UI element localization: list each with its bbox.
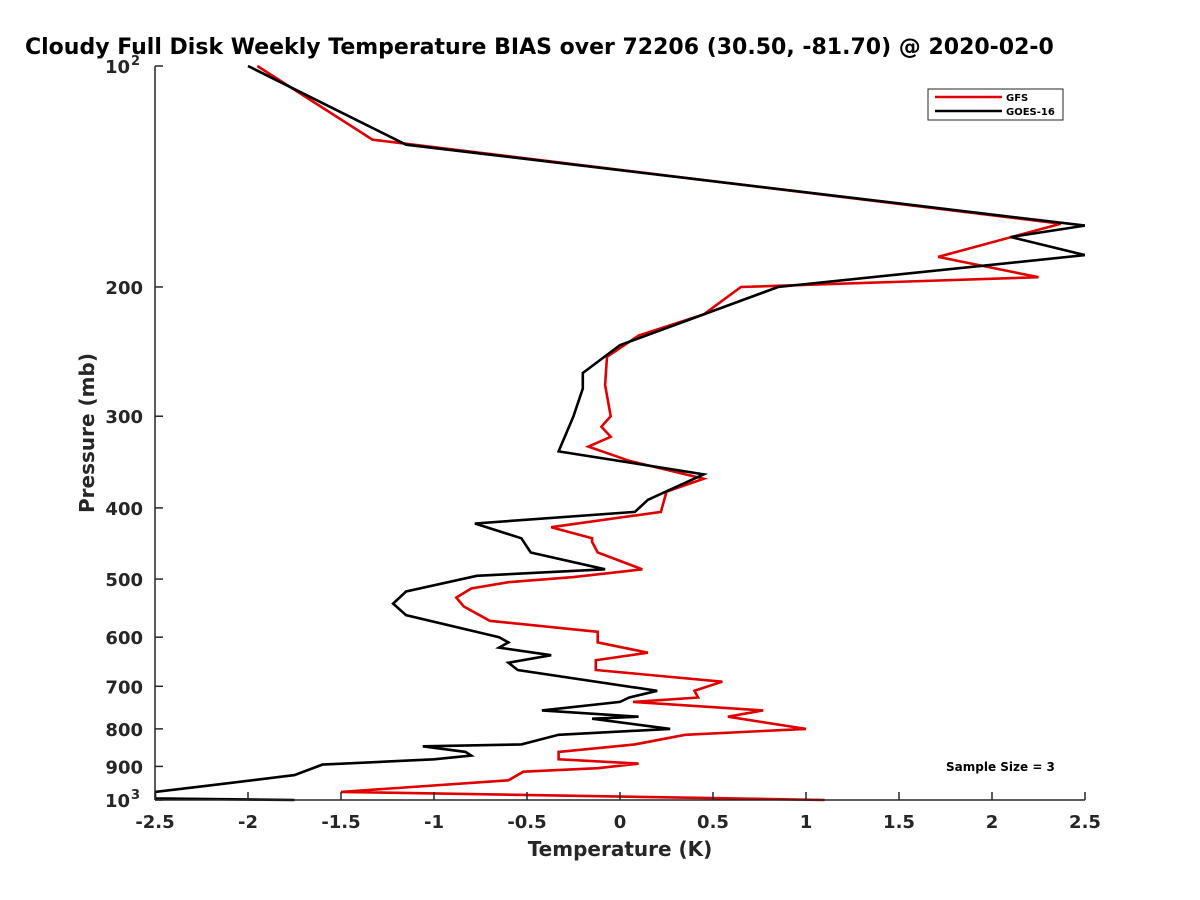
y-tick-label: 10 [105, 791, 130, 812]
x-axis: -2.5 -2 -1.5 -1 -0.5 0 0.5 1 1.5 2 2.5 [135, 792, 1101, 833]
x-tick-label: -1 [424, 812, 444, 833]
x-tick-label: 0.5 [697, 812, 729, 833]
x-tick-label: 1 [800, 812, 813, 833]
y-axis-label: Pressure (mb) [75, 353, 99, 513]
legend: GFS GOES-16 [927, 88, 1064, 121]
y-tick-label: 400 [105, 499, 143, 520]
chart-title: Cloudy Full Disk Weekly Temperature BIAS… [25, 35, 1054, 60]
x-tick-label: 1.5 [883, 812, 915, 833]
y-tick-label: 700 [105, 677, 143, 698]
y-tick-label: 200 [105, 278, 143, 299]
y-tick-label: 600 [105, 628, 143, 649]
x-tick-label: -0.5 [507, 812, 546, 833]
x-tick-label: -1.5 [321, 812, 360, 833]
legend-box [927, 88, 1064, 121]
y-tick-label: 10 [105, 57, 130, 78]
series-line-gfs [256, 64, 1062, 802]
x-axis-label: Temperature (K) [528, 837, 713, 861]
x-tick-label: 0 [614, 812, 627, 833]
y-tick-label: 900 [105, 757, 143, 778]
y-tick-label: 500 [105, 570, 143, 591]
x-tick-label: -2 [238, 812, 258, 833]
x-tick-label: 2.5 [1069, 812, 1101, 833]
y-tick-label: 800 [105, 720, 143, 741]
sample-size-annotation: Sample Size = 3 [946, 760, 1055, 774]
x-tick-label: -2.5 [135, 812, 174, 833]
series-line-goes-16 [155, 64, 1085, 802]
y-tick-label: 300 [105, 407, 143, 428]
y-tick-exponent: 3 [131, 788, 140, 803]
legend-label: GOES-16 [1006, 107, 1055, 118]
series-layer [155, 64, 1085, 802]
y-tick-exponent: 2 [131, 54, 140, 69]
x-tick-label: 2 [986, 812, 999, 833]
legend-label: GFS [1006, 93, 1028, 104]
